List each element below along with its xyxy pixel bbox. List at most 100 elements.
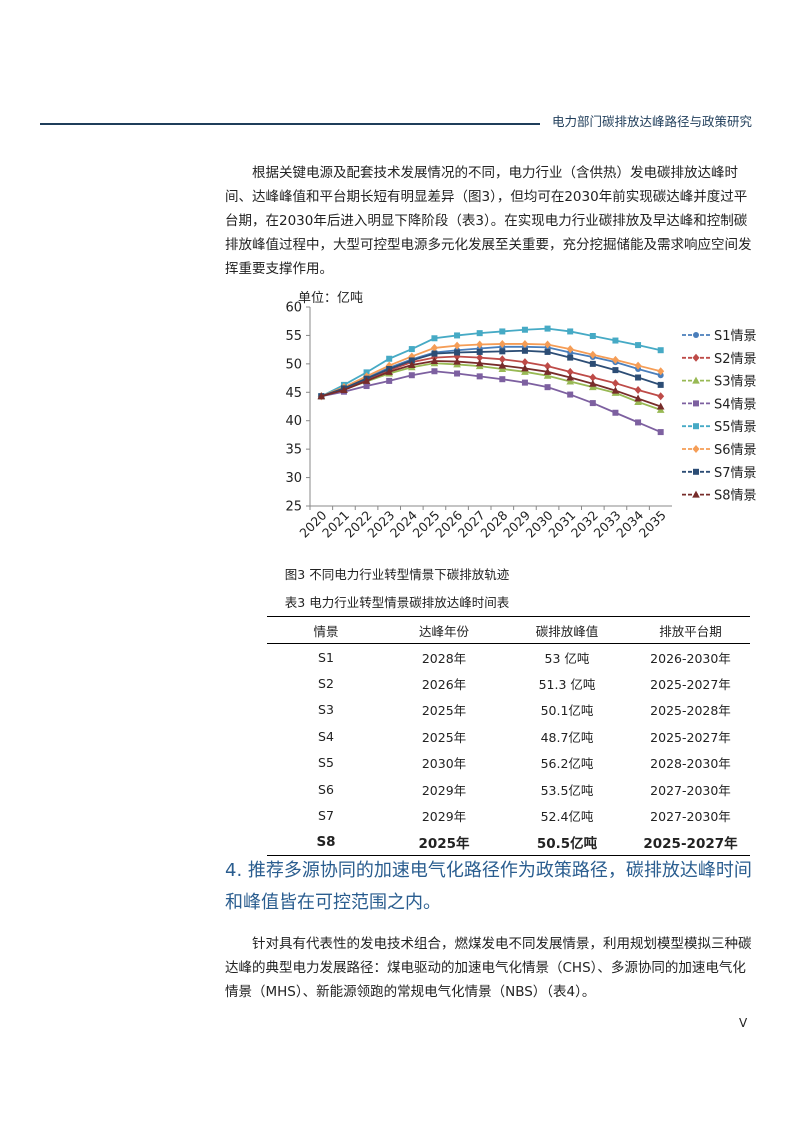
data-point-s8: [634, 394, 642, 402]
y-tick-label: 55: [285, 329, 302, 344]
legend-label-5: S5情景: [714, 420, 757, 435]
data-point-s8: [566, 373, 574, 381]
data-point-s2: [634, 386, 642, 395]
data-point-s6: [453, 341, 461, 350]
data-point-s6: [521, 339, 529, 348]
legend-marker-2: [692, 353, 700, 362]
table-cell: 2027-2030年: [650, 809, 731, 825]
data-point-s4: [386, 377, 393, 384]
series-line-4: [321, 370, 662, 433]
data-point-s5: [612, 337, 619, 344]
table-row-highlighted: S8 2025年 50.5亿吨 2025-2027年: [267, 828, 750, 857]
data-point-s7: [589, 360, 596, 367]
table-header-cell: 情景: [267, 616, 385, 644]
series-line-8: [321, 360, 661, 408]
data-point-s2: [657, 392, 665, 401]
legend-label-7: S7情景: [714, 466, 757, 481]
data-point-s2: [453, 352, 461, 361]
series-line-2: [321, 355, 661, 398]
table-row: S5 2030年 56.2亿吨 2028-2030年: [267, 750, 750, 776]
data-point-s4: [544, 384, 551, 391]
data-point-s7: [635, 374, 642, 381]
y-tick-label: 35: [285, 443, 302, 458]
y-tick-label: 50: [285, 357, 302, 372]
data-point-s8: [611, 386, 620, 394]
data-point-s2: [611, 379, 619, 388]
table-header-cell: 碳排放峰值: [503, 616, 631, 644]
data-point-s7: [612, 367, 619, 374]
data-point-s8: [453, 357, 461, 365]
table-cell: S8: [267, 828, 385, 857]
data-point-s8: [385, 367, 393, 375]
table-cell: S6: [318, 781, 334, 797]
data-point-s2: [566, 367, 574, 376]
table-cell: 51.3 亿吨: [538, 677, 596, 693]
data-point-s4: [363, 383, 370, 390]
body-paragraph-2: 针对具有代表性的发电技术组合，燃煤发电不同发展情景，利用规划模型模拟三种碳达峰的…: [225, 936, 752, 1000]
series-line-5: [320, 327, 661, 398]
table-cell: 2028年: [421, 650, 467, 666]
table-cell: 53.5亿吨: [540, 782, 594, 798]
data-point-s5: [521, 326, 528, 333]
data-point-s5: [544, 325, 551, 332]
data-point-s3: [543, 371, 552, 379]
section-heading: 4. 推荐多源协同的加速电气化路径作为政策路径，碳排放达峰时间和峰值皆在可控范围…: [225, 860, 752, 913]
table-cell: 2025-2027年: [631, 828, 750, 857]
table-cell: 52.4亿吨: [540, 809, 594, 825]
data-point-s4: [657, 429, 664, 436]
y-tick-label: 60: [285, 301, 302, 316]
data-point-s5: [635, 342, 642, 349]
table-row: S4 2025年 48.7亿吨 2025-2027年: [267, 723, 750, 749]
table-cell: 56.2亿吨: [540, 756, 594, 772]
data-point-s2: [498, 355, 506, 364]
table-cell: 53 亿吨: [544, 650, 590, 666]
series-line-7: [321, 349, 661, 398]
data-point-s7: [521, 347, 528, 354]
table-cell: S2: [318, 676, 334, 692]
table-cell: 2026年: [421, 677, 467, 693]
table-cell: 2025年: [421, 729, 467, 745]
data-point-s6: [544, 340, 552, 349]
data-point-s2: [476, 353, 484, 362]
data-point-s7: [499, 348, 506, 355]
y-tick-label: 25: [285, 500, 302, 515]
data-point-s2: [544, 362, 552, 371]
legend-label-1: S1情景: [714, 329, 757, 344]
y-tick-label: 40: [285, 414, 302, 429]
data-point-s2: [521, 358, 529, 367]
data-point-s6: [476, 340, 484, 349]
legend-marker-4: [693, 400, 699, 407]
data-point-s3: [566, 377, 574, 385]
data-point-s6: [498, 339, 506, 348]
legend-marker-1: [693, 332, 699, 338]
data-point-s5: [386, 355, 393, 362]
data-point-s6: [657, 367, 665, 376]
table-header-cell: 排放平台期: [631, 616, 750, 644]
data-point-s8: [430, 357, 439, 365]
peak-table: 情景 达峰年份 碳排放峰值 排放平台期 S1 2028年 53 亿吨 2026-203…: [267, 616, 750, 857]
legend-marker-7: [693, 468, 699, 475]
table-row: S3 2025年 50.1亿吨 2025-2028年: [267, 697, 750, 723]
legend-marker-3: [692, 376, 700, 384]
table-header-row: 情景 达峰年份 碳排放峰值 排放平台期: [267, 616, 750, 644]
data-point-s6: [385, 361, 393, 370]
table-row: S6 2029年 53.5亿吨 2027-2030年: [267, 776, 750, 802]
data-point-s5: [431, 335, 438, 342]
table-cell: 2025年: [421, 703, 467, 719]
data-point-s8: [498, 361, 507, 369]
table-cell: 2025年: [385, 828, 503, 857]
table-row: S2 2026年 51.3 亿吨 2025-2027年: [267, 670, 750, 696]
data-point-s2: [589, 373, 597, 382]
y-tick-label: 45: [285, 386, 302, 401]
table-cell: 48.7亿吨: [540, 729, 594, 745]
table-caption: 表3 电力行业转型情景碳排放达峰时间表: [284, 595, 510, 610]
data-point-s7: [431, 350, 438, 357]
legend-label-2: S2情景: [714, 352, 757, 367]
data-point-s8: [589, 379, 597, 387]
data-point-s4: [589, 400, 596, 407]
body-paragraph-1: 根据关键电源及配套技术发展情况的不同，电力行业（含供热）发电碳排放达峰时间、达峰…: [225, 165, 752, 277]
data-point-s4: [612, 409, 619, 416]
data-point-s4: [408, 372, 415, 379]
legend-label-8: S8情景: [714, 489, 757, 504]
data-point-s8: [362, 376, 371, 384]
